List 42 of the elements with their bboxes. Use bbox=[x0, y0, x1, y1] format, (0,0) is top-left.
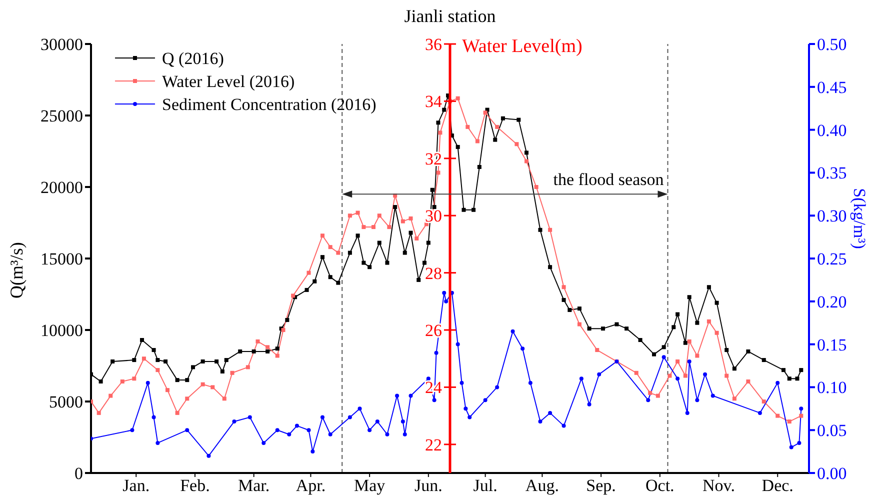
legend-label: Q (2016) bbox=[162, 49, 224, 68]
y3-tick-label: 0.50 bbox=[817, 35, 847, 54]
y-tick-label: 20000 bbox=[40, 178, 83, 198]
y-tick-label: 0 bbox=[74, 464, 83, 484]
x-tick-label: Dec. bbox=[762, 476, 794, 496]
chart-title: Jianli station bbox=[404, 6, 496, 26]
y2-tick-label: 28 bbox=[425, 264, 442, 283]
x-tick-label: Jun. bbox=[414, 476, 442, 496]
x-tick-label: Sep. bbox=[586, 476, 616, 496]
y2-tick-label: 34 bbox=[425, 92, 442, 112]
y3-tick-label: 0.45 bbox=[817, 78, 847, 97]
y3-tick-label: 0.25 bbox=[817, 250, 847, 269]
x-tick-label: Jan. bbox=[122, 476, 150, 496]
y-tick-label: 25000 bbox=[40, 106, 83, 126]
y3-tick-label: 0.30 bbox=[817, 206, 847, 226]
y-axis-title: Q(m³/s) bbox=[6, 242, 26, 298]
y3-tick-label: 0.40 bbox=[817, 120, 847, 140]
x-tick-label: Oct. bbox=[646, 476, 674, 496]
x-tick-label: Nov. bbox=[702, 476, 735, 496]
y3-axis-title: S(kg/m³) bbox=[850, 188, 869, 249]
y3-tick-label: 0.00 bbox=[817, 464, 847, 484]
legend-label: Water Level (2016) bbox=[162, 72, 295, 91]
y3-tick-label: 0.20 bbox=[817, 292, 847, 312]
y3-tick-label: 0.35 bbox=[817, 164, 847, 183]
y2-axis-title: Water Level(m) bbox=[462, 36, 582, 57]
x-tick-label: Feb. bbox=[180, 476, 210, 496]
x-tick-label: Jul. bbox=[473, 476, 498, 496]
x-tick-label: May bbox=[354, 476, 386, 496]
x-tick-label: Aug. bbox=[525, 476, 559, 496]
y3-tick-label: 0.10 bbox=[817, 378, 847, 398]
y3-tick-label: 0.05 bbox=[817, 421, 847, 440]
y-tick-label: 10000 bbox=[40, 321, 83, 340]
x-tick-label: Mar. bbox=[238, 476, 270, 496]
y3-tick-label: 0.15 bbox=[817, 335, 847, 354]
y-tick-label: 15000 bbox=[40, 250, 83, 269]
y2-tick-label: 22 bbox=[425, 435, 442, 454]
annotation: the flood season bbox=[553, 170, 664, 190]
y2-tick-label: 36 bbox=[425, 35, 442, 54]
y-tick-label: 30000 bbox=[40, 35, 83, 54]
legend-label: Sediment Concentration (2016) bbox=[162, 95, 376, 114]
y-tick-label: 5000 bbox=[49, 392, 83, 412]
x-tick-label: Apr. bbox=[296, 476, 326, 496]
